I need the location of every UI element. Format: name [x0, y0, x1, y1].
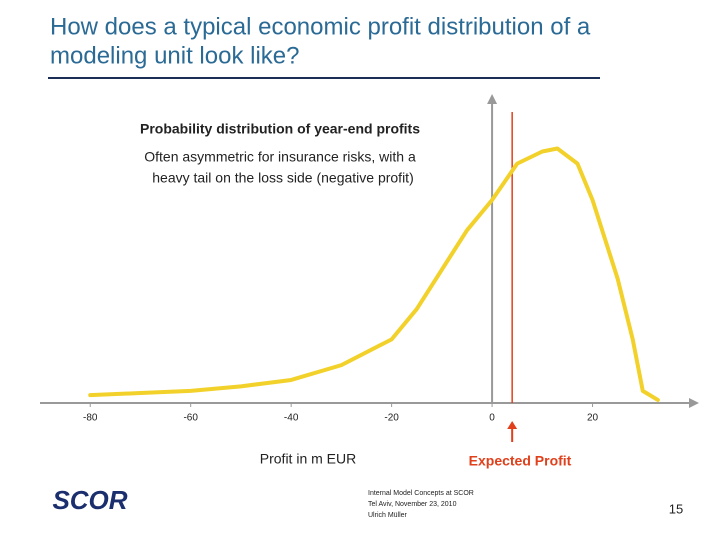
- title-line: modeling unit look like?: [50, 42, 299, 69]
- x-tick-label: -60: [183, 413, 198, 424]
- footer-text: Internal Model Concepts at SCOR: [368, 490, 474, 497]
- x-tick-label: -80: [83, 413, 98, 424]
- subtitle: Probability distribution of year-end pro…: [140, 121, 420, 137]
- x-tick-label: 20: [587, 413, 599, 424]
- density-curve: [88, 146, 660, 402]
- expected-arrow-head: [507, 421, 518, 429]
- x-axis-arrow: [689, 398, 699, 408]
- annotation: Often asymmetric for insurance risks, wi…: [144, 149, 416, 165]
- marker-label: Expected Profit: [469, 453, 572, 469]
- y-axis-arrow: [487, 94, 498, 104]
- footer-text: Ulrich Müller: [368, 512, 408, 519]
- x-axis-label: Profit in m EUR: [260, 451, 356, 467]
- logo: SCOR: [52, 485, 127, 515]
- title-line: How does a typical economic profit distr…: [50, 13, 591, 40]
- x-tick-label: -20: [384, 413, 399, 424]
- x-tick-label: 0: [489, 413, 495, 424]
- page-number: 15: [669, 501, 683, 516]
- footer-text: Tel Aviv, November 23, 2010: [368, 501, 457, 508]
- x-tick-label: -40: [284, 413, 299, 424]
- annotation: heavy tail on the loss side (negative pr…: [152, 170, 413, 186]
